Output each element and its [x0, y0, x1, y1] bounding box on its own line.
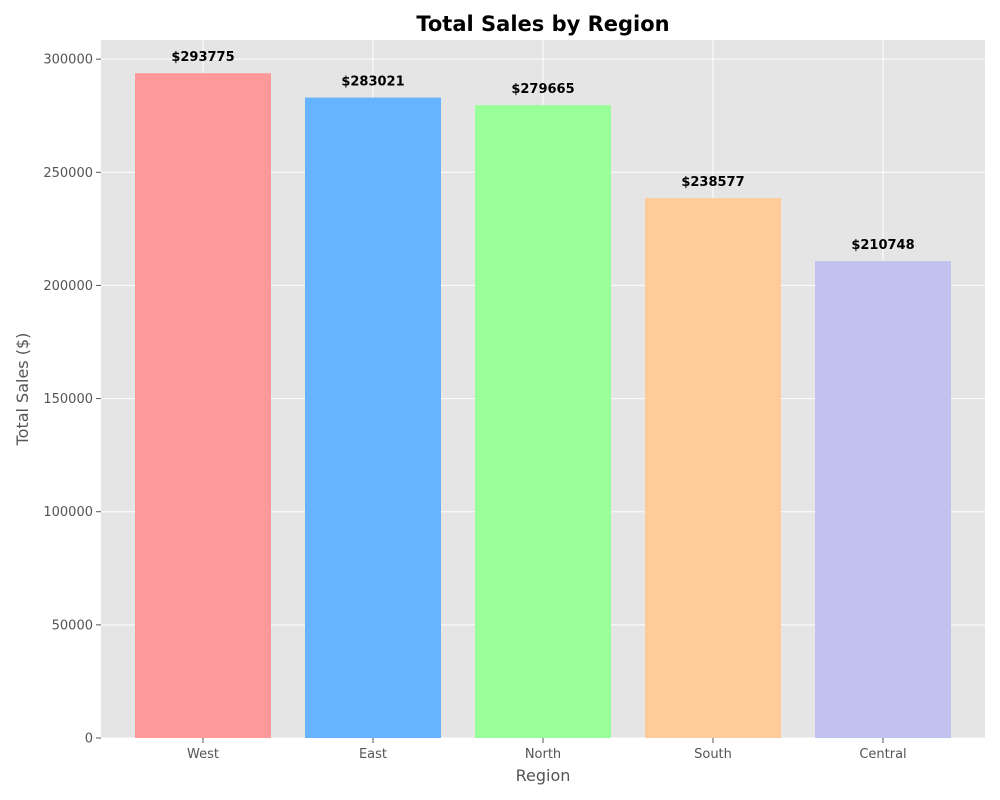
x-tick-label: North [525, 747, 561, 762]
y-tick-label: 200000 [43, 279, 93, 294]
x-tick-label: Central [859, 747, 906, 762]
bars [135, 73, 951, 739]
x-axis-label: Region [516, 766, 571, 785]
bar-east [305, 97, 441, 738]
x-tick-label: South [694, 747, 732, 762]
chart-title: Total Sales by Region [416, 12, 669, 36]
bar-value-label: $279665 [511, 82, 574, 97]
bar-south [645, 198, 781, 739]
x-tick-label: East [359, 747, 387, 762]
y-tick-label: 250000 [43, 166, 93, 181]
bar-value-label: $293775 [171, 50, 234, 65]
x-tick-label: West [187, 747, 219, 762]
bar-north [475, 105, 611, 738]
bar-value-label: $238577 [681, 175, 744, 190]
bar-central [815, 261, 951, 738]
bar-west [135, 73, 271, 738]
bar-value-label: $210748 [851, 238, 914, 253]
bar-value-label: $283021 [341, 75, 404, 90]
y-tick-label: 0 [85, 732, 93, 747]
bar-value-labels: $293775 $283021 $279665 $238577 $210748 [171, 50, 914, 253]
y-tick-label: 150000 [43, 392, 93, 407]
x-axis-ticks: West East North South Central [187, 738, 907, 762]
y-tick-label: 300000 [43, 53, 93, 68]
y-axis-ticks: 0 50000 100000 150000 200000 250000 300000 [43, 53, 101, 747]
y-tick-label: 100000 [43, 505, 93, 520]
y-tick-label: 50000 [52, 618, 93, 633]
y-axis-label: Total Sales ($) [13, 333, 32, 447]
